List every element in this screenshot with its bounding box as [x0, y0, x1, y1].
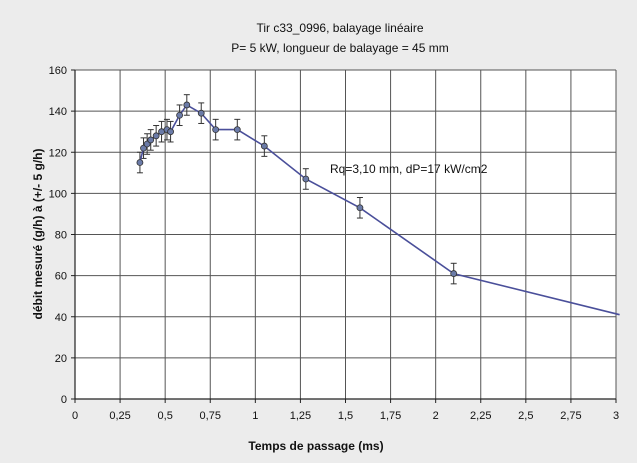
y-tick-label: 120: [49, 147, 67, 159]
x-tick-labels: 0 0,25 0,5 0,75 1 1,25 1,5 1,75 2 2,25 2,5 2,75 3: [72, 410, 619, 422]
x-tick-label: 2,5: [518, 410, 533, 422]
x-tick-label: 0: [72, 410, 78, 422]
data-point: [233, 126, 241, 134]
data-point: [197, 109, 205, 117]
data-points: [136, 101, 458, 277]
y-tick-label: 100: [49, 188, 67, 200]
x-tick-label: 1,5: [338, 410, 353, 422]
x-tick-label: 1,75: [380, 410, 401, 422]
y-tick-label: 20: [55, 353, 67, 365]
y-axis-title: débit mesuré (g/h) à (+/- 5 g/h): [31, 148, 45, 319]
y-tick-label: 140: [49, 106, 67, 118]
x-tick-label: 2,75: [560, 410, 581, 422]
data-point: [356, 204, 364, 212]
x-tick-label: 0,25: [109, 410, 130, 422]
y-tick-label: 0: [61, 394, 67, 406]
data-point: [212, 126, 220, 134]
x-tick-label: 0,75: [200, 410, 221, 422]
x-tick-label: 2,25: [470, 410, 491, 422]
y-tick-label: 40: [55, 312, 67, 324]
data-point: [152, 132, 160, 140]
grid: [71, 69, 617, 403]
y-tick-label: 60: [55, 271, 67, 283]
x-tick-label: 1,25: [290, 410, 311, 422]
y-tick-labels: 0 20 40 60 80 100 120 140 160: [49, 65, 67, 406]
data-point: [176, 111, 183, 119]
y-tick-label: 80: [55, 230, 67, 242]
error-bars: [136, 94, 457, 285]
data-point: [147, 136, 155, 144]
data-point: [260, 142, 268, 150]
chart-title: Tir c33_0996, balayage linéaire: [257, 21, 424, 35]
data-point: [167, 128, 174, 136]
data-point: [183, 101, 191, 109]
x-tick-label: 3: [613, 410, 619, 422]
x-axis-title: Temps de passage (ms): [248, 439, 383, 453]
annotation: Rq=3,10 mm, dP=17 kW/cm2: [330, 162, 488, 176]
x-tick-label: 1: [252, 410, 258, 422]
data-point: [302, 175, 310, 183]
y-tick-label: 160: [49, 65, 67, 77]
chart-subtitle: P= 5 kW, longueur de balayage = 45 mm: [231, 41, 448, 55]
data-point: [136, 159, 144, 166]
x-tick-label: 2: [433, 410, 439, 422]
data-point: [450, 270, 458, 277]
x-tick-label: 0,5: [158, 410, 173, 422]
